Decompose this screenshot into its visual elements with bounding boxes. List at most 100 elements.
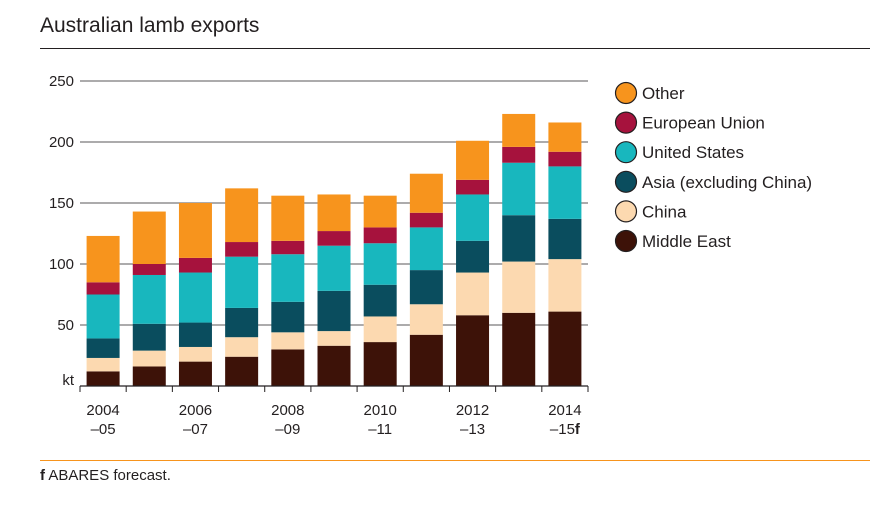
bar-segment [363, 243, 397, 285]
bar-segment [86, 338, 120, 358]
bar-segment [317, 290, 351, 332]
bar-segment [548, 151, 582, 167]
bar-segment [132, 274, 166, 324]
x-tick-label: –05 [91, 421, 116, 438]
bar-segment [409, 212, 443, 228]
bar-segment [317, 245, 351, 291]
bar-segment [86, 235, 120, 283]
title-rule [40, 48, 870, 49]
bar-segment [132, 211, 166, 264]
bar-segment [456, 194, 490, 241]
bar-segment [225, 256, 259, 308]
legend-swatch [614, 170, 638, 193]
bar-segment [502, 312, 536, 386]
bar-segment [548, 122, 582, 152]
legend-label: Middle East [642, 232, 731, 251]
forecast-marker: f [575, 421, 581, 438]
bar-segment [178, 203, 212, 258]
bar-segment [456, 272, 490, 316]
bar-segment [502, 261, 536, 313]
bar-segment [456, 240, 490, 273]
legend-label: Other [642, 84, 685, 103]
bar-segment [225, 356, 259, 386]
legend-label: United States [642, 143, 744, 162]
bar-segment [225, 307, 259, 338]
bar-segment [409, 270, 443, 305]
legend-swatch [614, 141, 638, 164]
bar-segment [456, 140, 490, 180]
bar-segment [178, 272, 212, 323]
bar-segment [363, 195, 397, 228]
bar-segment [409, 304, 443, 335]
bar-segment [548, 218, 582, 260]
x-tick-label: –07 [183, 421, 208, 438]
x-tick-label: 2006 [179, 402, 212, 419]
bar-segment [271, 349, 305, 386]
footnote-text: ABARES forecast. [45, 467, 171, 484]
bar-segment [456, 315, 490, 386]
bar-segment [548, 166, 582, 219]
y-tick-label: 200 [49, 134, 74, 151]
bar-segment [363, 342, 397, 386]
bar-segment [502, 162, 536, 216]
bar-segment [363, 284, 397, 317]
x-tick-label: 2010 [363, 402, 396, 419]
bar-segment [178, 361, 212, 386]
bar-segment [132, 264, 166, 275]
bar-segment [86, 294, 120, 339]
footnote-rule [40, 460, 870, 461]
bar-segment [409, 334, 443, 386]
legend-label: Asia (excluding China) [642, 173, 812, 192]
bar-segment [548, 259, 582, 312]
chart-title: Australian lamb exports [40, 14, 260, 37]
bar-segment [178, 346, 212, 362]
bar-segment [86, 282, 120, 295]
stacked-bar-chart: 50 100 150 200 250 kt 2004 –05 2006 –07 2008 –09 201… [49, 73, 812, 438]
x-tick-label: –09 [275, 421, 300, 438]
bar-segment [363, 316, 397, 343]
bar-segment [502, 146, 536, 163]
bar-segment [178, 322, 212, 347]
legend-swatch [614, 111, 638, 134]
bar-segment [271, 301, 305, 333]
x-tick-label: –11 [368, 421, 392, 438]
bar-segment [502, 215, 536, 262]
bar-segment [363, 227, 397, 244]
bar-segment [317, 331, 351, 346]
x-tick-label: 2014 [548, 402, 581, 419]
y-tick-label: 100 [49, 256, 74, 273]
bar-segment [317, 345, 351, 386]
y-tick-label: 250 [49, 73, 74, 90]
bar-segment [409, 173, 443, 213]
bar-segment [132, 323, 166, 351]
bar-segment [317, 194, 351, 232]
bar-segment [132, 350, 166, 367]
y-tick-label: 150 [49, 195, 74, 212]
legend-swatch [614, 81, 638, 105]
legend-label: China [642, 202, 687, 221]
bar-segment [225, 337, 259, 357]
bar-segment [225, 242, 259, 257]
bar-segment [271, 195, 305, 241]
bar-segment [271, 254, 305, 302]
footnote: f ABARES forecast. [40, 467, 171, 484]
x-tick-label: 2012 [456, 402, 489, 419]
x-tick-label: –13 [460, 421, 485, 438]
footnote-marker: f [40, 467, 45, 484]
bar-segment [86, 371, 120, 386]
bar-segment [178, 257, 212, 273]
bar-segment [548, 311, 582, 386]
y-tick-label: 50 [57, 317, 74, 334]
legend-swatch [614, 200, 638, 223]
bar-segment [86, 357, 120, 372]
x-tick-label: 2004 [86, 402, 119, 419]
legend-label: European Union [642, 114, 765, 133]
x-tick-label: 2008 [271, 402, 304, 419]
bar-segment [409, 227, 443, 271]
legend-swatch [614, 229, 638, 253]
bar-segment [271, 332, 305, 350]
bar-segment [456, 179, 490, 195]
bar-segment [225, 188, 259, 243]
bar-segment [502, 113, 536, 147]
bar-segment [317, 231, 351, 246]
